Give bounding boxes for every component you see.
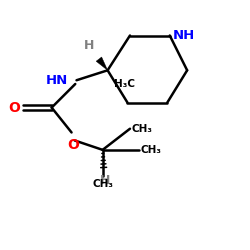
Text: H: H [100,174,110,187]
Text: HN: HN [46,74,68,87]
Text: H₃C: H₃C [114,79,135,89]
Text: O: O [8,100,20,114]
Polygon shape [96,57,108,70]
Text: H: H [84,39,95,52]
Text: CH₃: CH₃ [141,145,162,155]
Text: CH₃: CH₃ [92,179,113,189]
Text: NH: NH [173,29,195,42]
Text: CH₃: CH₃ [132,124,153,134]
Text: O: O [68,138,80,152]
